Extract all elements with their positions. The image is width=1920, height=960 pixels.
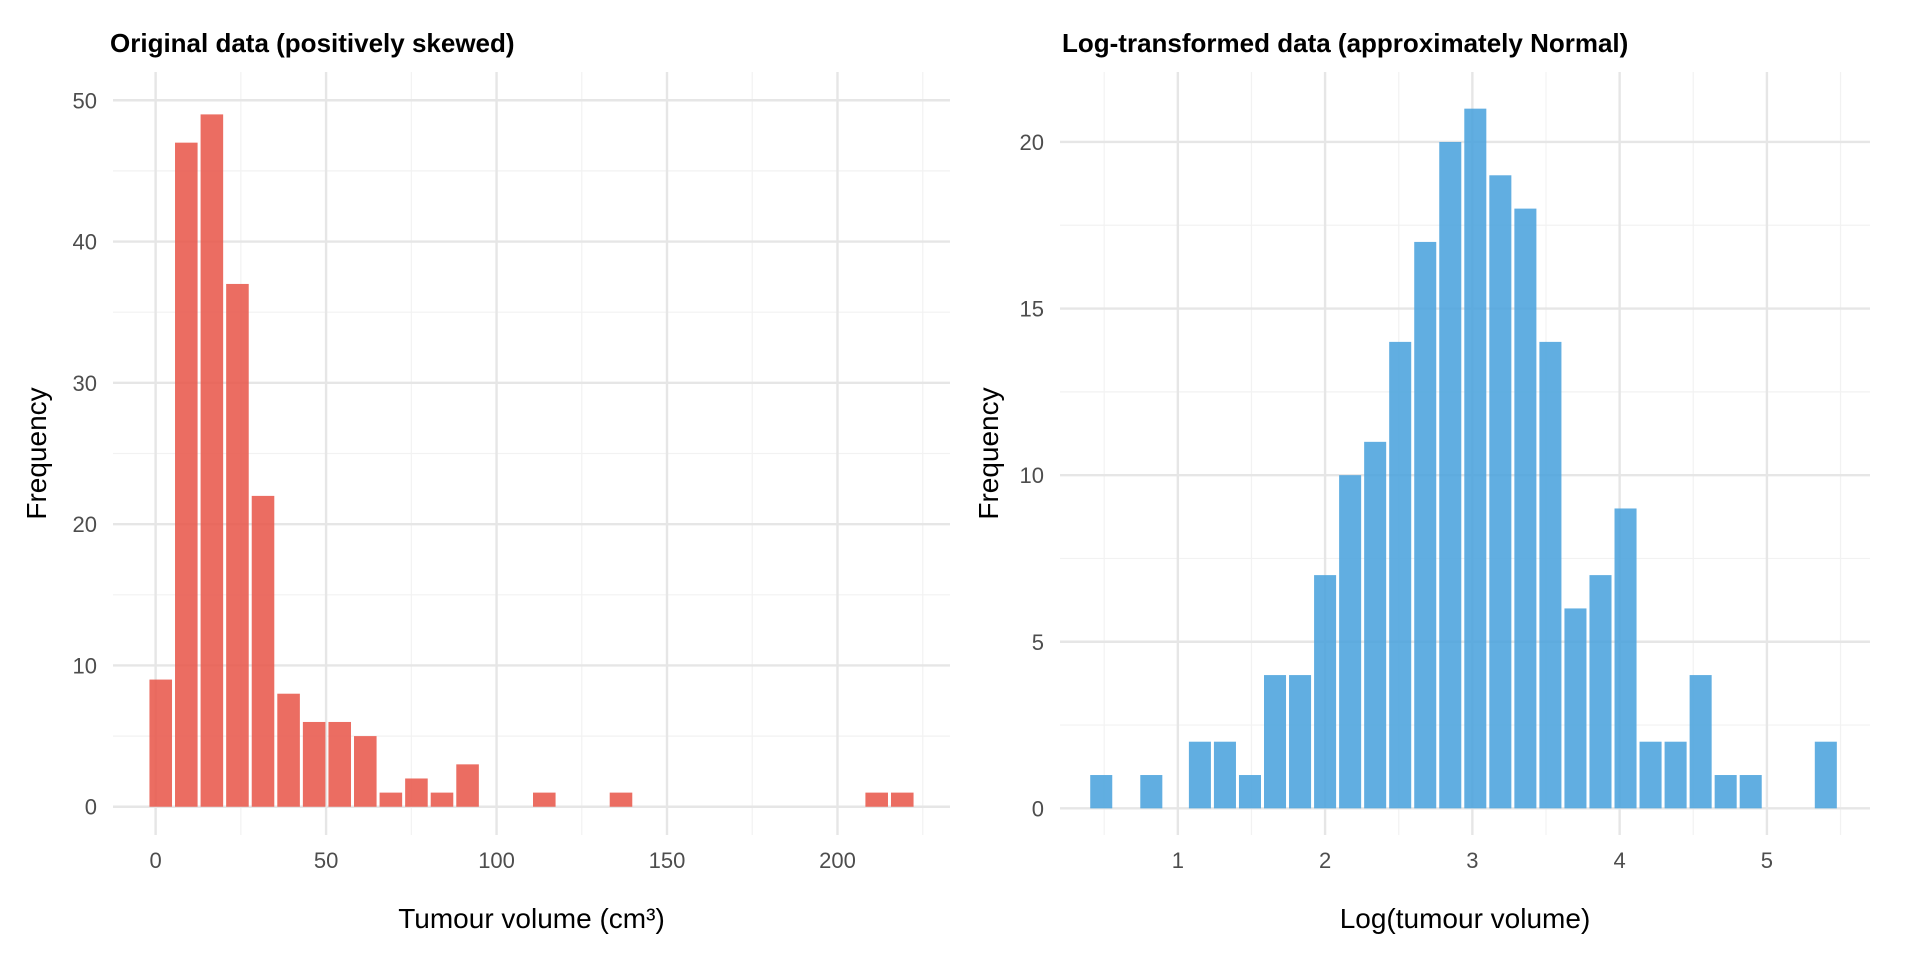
histogram-bar [1389, 341, 1412, 809]
chart-title: Log-transformed data (approximately Norm… [1062, 28, 1628, 58]
histogram-bar [1339, 475, 1362, 809]
y-tick-label: 20 [1020, 130, 1044, 155]
y-axis-title: Frequency [973, 387, 1004, 519]
y-tick-label: 0 [85, 795, 97, 820]
histogram-bar [226, 283, 249, 807]
histogram-bar [1140, 775, 1163, 809]
histogram-bar [200, 114, 224, 807]
y-tick-label: 20 [73, 512, 97, 537]
histogram-bar [1090, 775, 1113, 809]
histogram-bar [456, 764, 479, 807]
x-tick-label: 2 [1319, 848, 1331, 873]
histogram-bar [1238, 775, 1261, 809]
histogram-bar [1714, 775, 1737, 809]
x-tick-label: 50 [314, 848, 338, 873]
x-tick-label: 0 [149, 848, 161, 873]
x-tick-label: 100 [478, 848, 515, 873]
chart-panel-2: 0 5 10 15 20 1 2 3 4 5 Log-transformed data (appro… [973, 28, 1870, 934]
histogram-bar [379, 792, 403, 807]
y-tick-label: 0 [1032, 796, 1044, 821]
y-tick-label: 40 [73, 230, 97, 255]
histogram-bar [1814, 741, 1837, 809]
histogram-bar [1564, 608, 1587, 809]
y-tick-label: 30 [73, 371, 97, 396]
histogram-bar [175, 142, 198, 807]
histogram-bar [1364, 441, 1387, 809]
x-axis-title: Tumour volume (cm³) [398, 903, 665, 934]
histogram-bar [609, 792, 633, 807]
histogram-bar [149, 679, 173, 807]
x-tick-label: 1 [1172, 848, 1184, 873]
y-tick-label: 15 [1020, 297, 1044, 322]
histogram-bar [1664, 741, 1687, 809]
x-tick-label: 5 [1761, 848, 1773, 873]
histogram-bar [1188, 741, 1211, 809]
histogram-bar [865, 792, 888, 807]
chart-panel-1: 0 10 20 30 40 50 0 50 100 150 200 Original data (po… [21, 28, 950, 934]
x-tick-label: 150 [649, 848, 686, 873]
histogram-bar [251, 495, 275, 807]
histogram-bar [302, 721, 326, 807]
x-axis-title: Log(tumour volume) [1340, 903, 1591, 934]
histogram-bar [1489, 175, 1512, 809]
histogram-bar [1614, 508, 1637, 809]
histogram-bar [1639, 741, 1662, 809]
histogram-bar [1539, 341, 1562, 809]
histogram-bar [890, 792, 914, 807]
y-tick-label: 5 [1032, 630, 1044, 655]
histogram-bar [1289, 675, 1312, 809]
y-axis-title: Frequency [21, 387, 52, 519]
histogram-bar [405, 778, 428, 807]
histogram-bar [1589, 575, 1612, 809]
histogram-bar [1689, 675, 1712, 809]
histogram-bar [533, 792, 556, 807]
y-tick-label: 10 [73, 653, 97, 678]
histogram-bar [277, 693, 300, 807]
y-tick-label: 10 [1020, 463, 1044, 488]
histogram-bar [1213, 741, 1236, 809]
histogram-bar [1414, 241, 1437, 809]
histogram-bar [1464, 108, 1487, 809]
x-tick-label: 200 [819, 848, 856, 873]
histogram-bar [1264, 675, 1287, 809]
histogram-bar [1739, 775, 1762, 809]
histogram-bar [328, 721, 352, 807]
histogram-bar [1314, 575, 1337, 809]
histogram-bar [430, 792, 454, 807]
y-tick-label: 50 [73, 88, 97, 113]
x-tick-label: 4 [1614, 848, 1626, 873]
histogram-bar [1439, 141, 1462, 809]
histogram-bar [1514, 208, 1537, 809]
x-tick-label: 3 [1466, 848, 1478, 873]
chart-title: Original data (positively skewed) [110, 28, 515, 58]
histogram-bar [354, 736, 377, 807]
